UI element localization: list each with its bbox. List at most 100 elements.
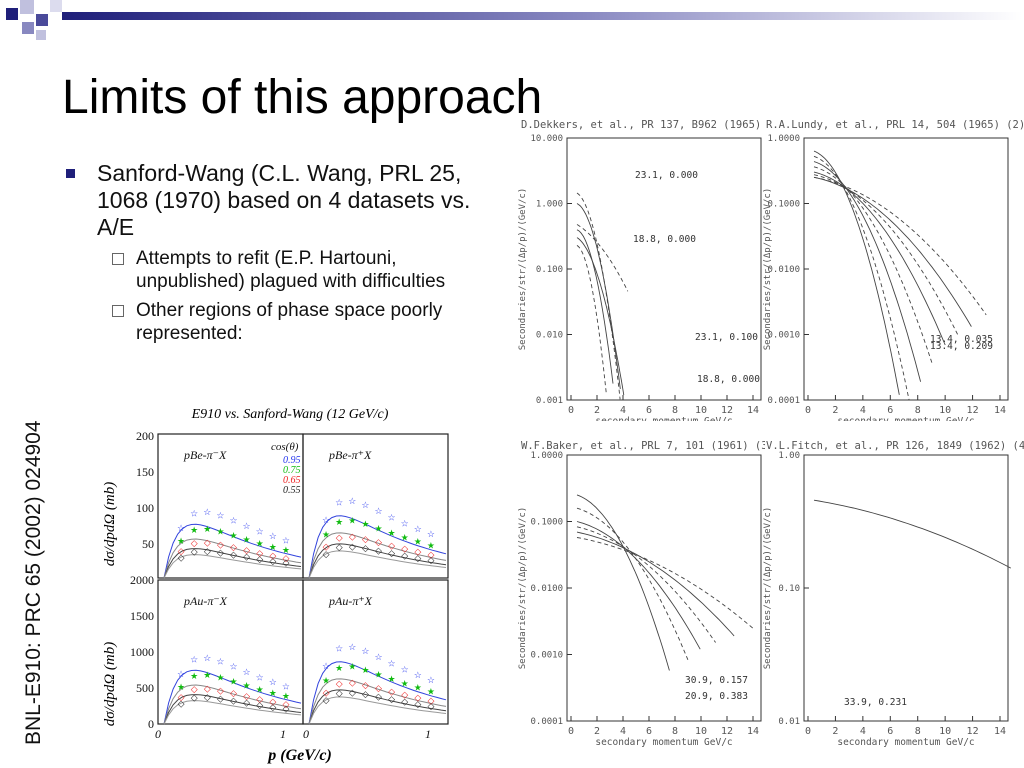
data-point: ◇ [401, 690, 408, 700]
bullet-square-icon [66, 169, 75, 178]
data-point: ☆ [216, 511, 224, 521]
fit-curve [576, 526, 716, 643]
data-point: ◇ [375, 692, 382, 702]
e910-ytick-top: 150 [136, 465, 154, 479]
data-point: ★ [414, 537, 422, 547]
data-point: ★ [190, 525, 198, 535]
data-point: ☆ [414, 524, 422, 534]
dataset-reference: D.Dekkers, et al., PR 137, B962 (1965) (… [521, 119, 765, 131]
data-point: ★ [203, 670, 211, 680]
data-point: ☆ [388, 659, 396, 669]
data-point: ☆ [269, 677, 277, 687]
x-tick-label: 14 [747, 405, 759, 416]
sanford-wang-curve [163, 523, 302, 579]
y-tick-label: 1.000 [536, 200, 563, 210]
x-tick-label: 12 [721, 405, 733, 416]
y-tick-label: 10.000 [530, 134, 563, 144]
data-point: ◇ [349, 687, 356, 697]
bullet-text: Sanford-Wang (C.L. Wang, PRL 25, 1068 (1… [97, 160, 471, 240]
y-tick-label: 1.0000 [767, 134, 800, 144]
data-point: ★ [282, 691, 290, 701]
sanford-wang-curve [308, 515, 447, 579]
data-point: ◇ [362, 680, 369, 690]
fit-curve [576, 494, 670, 671]
data-point: ★ [229, 676, 237, 686]
data-point: ★ [243, 680, 251, 690]
data-point: ☆ [322, 661, 330, 671]
data-point: ◇ [349, 541, 356, 551]
fit-curve [813, 161, 922, 382]
x-tick-label: 0 [805, 405, 811, 416]
subbullet-item: Attempts to refit (E.P. Hartouni, unpubl… [112, 247, 502, 293]
data-point: ◇ [204, 537, 211, 547]
data-point: ★ [374, 523, 382, 533]
data-point: ◇ [427, 695, 434, 705]
data-point: ★ [361, 665, 369, 675]
data-point: ★ [335, 663, 343, 673]
data-point: ◇ [375, 683, 382, 693]
data-point: ◇ [427, 549, 434, 559]
data-point: ◇ [414, 699, 421, 709]
data-point: ◇ [388, 694, 395, 704]
data-point: ☆ [335, 497, 343, 507]
data-point: ★ [388, 674, 396, 684]
data-point: ☆ [243, 521, 251, 531]
dataset-plot-2: R.A.Lundy, et al., PRL 14, 504 (1965) (2… [763, 119, 1024, 421]
y-tick-label: 0.0010 [530, 651, 563, 661]
data-point: ◇ [282, 699, 289, 709]
data-point: ◇ [427, 701, 434, 711]
sanford-wang-curve [163, 669, 302, 725]
data-point: ◇ [256, 554, 263, 564]
data-point: ◇ [349, 531, 356, 541]
y-axis-label: Secondaries/str/(Δp/p)/(GeV/c) [763, 507, 773, 670]
data-point: ☆ [203, 507, 211, 517]
data-point: ◇ [427, 555, 434, 565]
data-point: ◇ [178, 692, 185, 702]
side-reference-label: BNL-E910: PRC 65 (2002) 024904 [22, 420, 45, 745]
data-point: ☆ [256, 672, 264, 682]
x-tick-label: 6 [646, 405, 652, 416]
e910-ylabel-bottom: dσ/dpdΩ (mb) [102, 642, 118, 727]
fit-curve [813, 150, 900, 395]
data-point: ★ [361, 519, 369, 529]
curve-annotation: 23.1, 0.100 [695, 332, 758, 343]
sanford-wang-curve [308, 543, 447, 579]
data-point: ◇ [243, 545, 250, 555]
hollow-square-icon [112, 305, 124, 317]
curve-annotation: 20.9, 0.383 [685, 691, 748, 702]
data-point: ☆ [401, 519, 409, 529]
y-tick-label: 1.00 [778, 451, 800, 461]
x-tick-label: 12 [967, 405, 979, 416]
fit-curve [813, 176, 972, 327]
data-point: ◇ [269, 702, 276, 712]
data-point: ◇ [388, 540, 395, 550]
data-point: ★ [256, 538, 264, 548]
data-point: ◇ [414, 693, 421, 703]
e910-panel-label: pAu-π⁻X [183, 594, 228, 608]
data-point: ◇ [323, 688, 330, 698]
data-point: ◇ [362, 543, 369, 553]
bullet-list: Sanford-Wang (C.L. Wang, PRL 25, 1068 (1… [62, 160, 502, 345]
y-tick-label: 0.010 [536, 331, 563, 341]
data-point: ◇ [256, 548, 263, 558]
fit-curve [813, 499, 1012, 569]
sanford-wang-curve [308, 532, 447, 579]
data-point: ◇ [217, 685, 224, 695]
data-point: ☆ [269, 531, 277, 541]
data-point: ★ [348, 516, 356, 526]
dataset-plot-1: D.Dekkers, et al., PR 137, B962 (1965) (… [518, 119, 765, 421]
data-point: ☆ [177, 669, 185, 679]
e910-xtick: 0 [303, 727, 309, 741]
y-tick-label: 0.01 [778, 717, 800, 727]
sanford-wang-curve [308, 696, 447, 725]
data-point: ☆ [216, 657, 224, 667]
x-tick-label: 6 [887, 726, 893, 737]
curve-annotation: 13.4, 0.035 [930, 334, 993, 345]
y-tick-label: 0.100 [536, 265, 563, 275]
data-point: ◇ [401, 551, 408, 561]
data-point: ☆ [322, 515, 330, 525]
data-point: ★ [388, 528, 396, 538]
data-point: ◇ [256, 694, 263, 704]
e910-xtick: 1 [425, 727, 431, 741]
data-point: ☆ [256, 526, 264, 536]
